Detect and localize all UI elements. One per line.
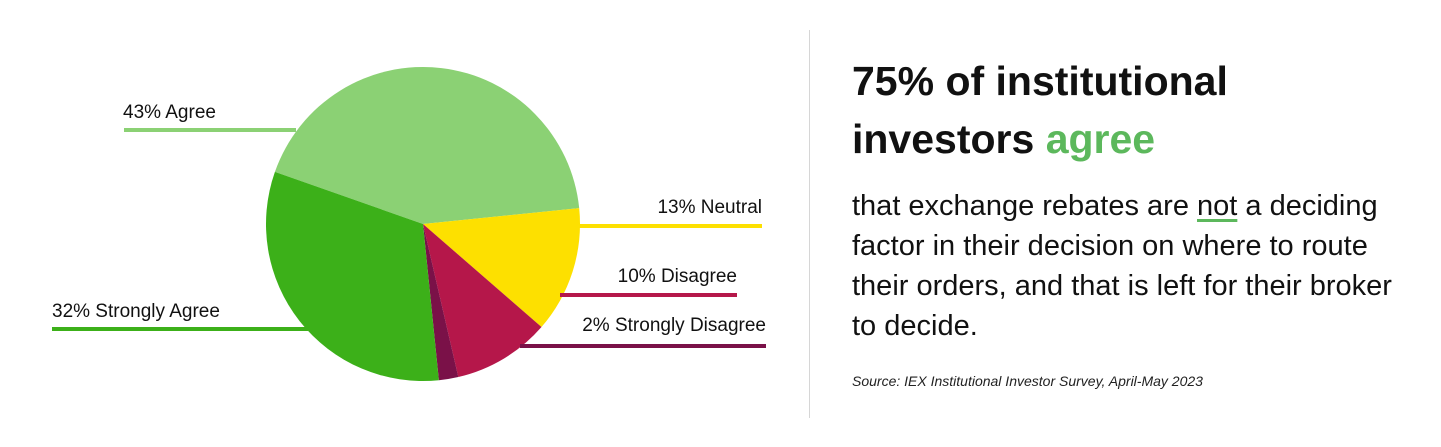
pie-slice <box>274 66 580 225</box>
headline-line2-prefix: investors <box>852 116 1046 162</box>
body-text-part1: that exchange rebates are <box>852 190 1198 222</box>
pie-slice <box>265 171 439 382</box>
pie-slice <box>423 208 581 327</box>
pie-slice <box>423 224 542 377</box>
source-note: Source: IEX Institutional Investor Surve… <box>852 373 1203 389</box>
slice-label: 32% Strongly Agree <box>52 301 220 322</box>
headline-line1: 75% of institutional <box>852 58 1228 104</box>
slice-label: 10% Disagree <box>618 266 737 287</box>
slice-label: 13% Neutral <box>657 197 762 218</box>
pie-chart: 43% Agree 13% Neutral 10% Disagree 2% Stron… <box>52 66 766 382</box>
headline: 75% of institutional investors agree <box>852 52 1412 168</box>
body-text-part2: a deciding factor in their decision on w… <box>852 190 1392 342</box>
body-text: that exchange rebates are not a deciding… <box>852 186 1412 346</box>
slice-label: 2% Strongly Disagree <box>582 315 766 336</box>
vertical-divider <box>809 30 810 418</box>
pie-slice <box>423 224 459 381</box>
body-text-emphasis: not <box>1197 190 1238 222</box>
headline-accent: agree <box>1045 116 1156 162</box>
slice-label: 43% Agree <box>123 102 216 123</box>
